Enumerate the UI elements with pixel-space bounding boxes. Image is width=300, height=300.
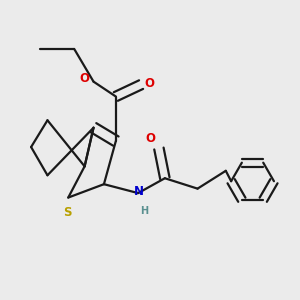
Text: O: O — [144, 76, 154, 90]
Text: O: O — [79, 72, 89, 85]
Text: O: O — [146, 132, 156, 145]
Text: S: S — [63, 206, 72, 219]
Text: H: H — [141, 206, 149, 216]
Text: N: N — [134, 185, 144, 198]
